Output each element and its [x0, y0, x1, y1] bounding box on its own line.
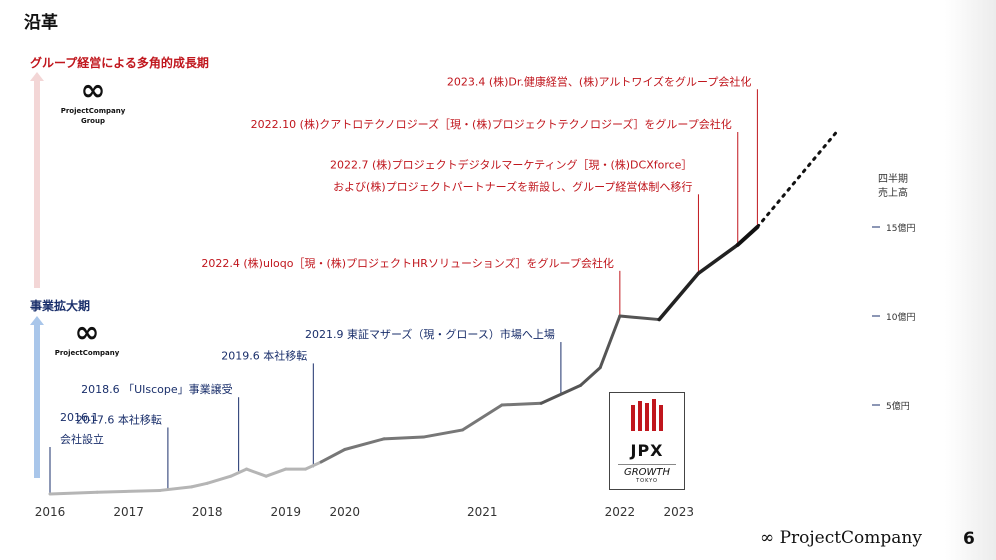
- infinity-logo-icon: ∞: [74, 315, 100, 350]
- series-line-segment: [500, 401, 543, 407]
- jpx-text: JPX: [630, 441, 664, 460]
- series-line-segment: [343, 437, 386, 451]
- page-title: 沿革: [24, 13, 58, 33]
- logo-group: ∞ ProjectCompany Group: [48, 76, 138, 126]
- page-number: 6: [963, 529, 975, 549]
- series-line-segment: [657, 271, 701, 322]
- series-line-segment: [598, 314, 622, 370]
- series-line-segment: [735, 225, 760, 247]
- x-tick-label: 2019: [271, 505, 302, 519]
- event-label: 2017.6 本社移転: [76, 412, 162, 426]
- series-line-segment: [421, 428, 465, 439]
- x-tick-label: 2023: [664, 505, 695, 519]
- event-label: 2018.6 「UIscope」事業譲受: [81, 382, 233, 396]
- jpx-growth-text: GROWTH: [618, 464, 676, 478]
- y-axis-label: 四半期: [878, 172, 908, 185]
- infinity-logo-icon: ∞: [80, 73, 106, 108]
- stage-label-growth: グループ経営による多角的成長期: [30, 56, 209, 70]
- projection-line: [755, 131, 838, 229]
- event-label: 2016.1: [60, 411, 99, 424]
- series-line-segment: [539, 383, 583, 405]
- series-line-segment: [229, 467, 248, 478]
- jpx-growth-logo: JPX GROWTH TOKYO: [609, 392, 685, 490]
- expand-arrow: [30, 316, 44, 478]
- y-tick-label: 5億円: [886, 400, 910, 412]
- series-line-segment: [48, 490, 99, 496]
- series-line-segment: [245, 467, 268, 478]
- series-line-segment: [579, 366, 602, 387]
- side-strip: [945, 0, 996, 560]
- x-tick-label: 2022: [605, 505, 636, 519]
- series-line-segment: [264, 467, 288, 478]
- series-line-segment: [319, 448, 347, 464]
- stage-label-expand: 事業拡大期: [30, 299, 91, 313]
- event-label: 2023.4 (株)Dr.健康経営、(株)アルトワイズをグループ会社化: [447, 74, 752, 88]
- growth-arrow: [30, 72, 44, 288]
- event-label: および(株)プロジェクトパートナーズを新設し、グループ経営体制へ移行: [333, 179, 692, 193]
- jpx-mark-icon: [631, 399, 663, 431]
- logo-company: ∞ ProjectCompany: [42, 318, 132, 358]
- event-label: 2021.9 東証マザーズ（現・グロース）市場へ上場: [305, 327, 555, 341]
- series-line-segment: [158, 485, 193, 492]
- x-tick-label: 2021: [467, 505, 498, 519]
- series-line-segment: [303, 460, 323, 471]
- event-label: 2022.10 (株)クアトロテクノロジーズ［現・(株)プロジェクトテクノロジー…: [251, 117, 732, 131]
- jpx-tokyo-text: TOKYO: [636, 478, 658, 484]
- series-line-segment: [696, 243, 740, 276]
- event-label: 2022.7 (株)プロジェクトデジタルマーケティング［現・(株)DCXforc…: [330, 157, 692, 171]
- series-line-segment: [461, 403, 504, 432]
- series-line-segment: [189, 481, 209, 489]
- series-line-segment: [95, 488, 162, 494]
- event-label: 2019.6 本社移転: [221, 348, 307, 362]
- x-tick-label: 2018: [192, 505, 223, 519]
- event-label: 会社設立: [60, 432, 104, 446]
- footer-brand-logo: ∞ ProjectCompany: [760, 528, 922, 548]
- x-tick-label: 2020: [329, 505, 360, 519]
- event-label: 2022.4 (株)uloqo［現・(株)プロジェクトHRソリューションズ］をグ…: [201, 256, 613, 270]
- y-tick-label: 10億円: [886, 311, 915, 323]
- series-line-segment: [618, 314, 661, 322]
- series-line-segment: [382, 435, 425, 441]
- y-tick-label: 15億円: [886, 222, 915, 234]
- series-line-segment: [205, 474, 233, 485]
- x-tick-label: 2016: [35, 505, 66, 519]
- x-tick-label: 2017: [113, 505, 144, 519]
- y-axis-label: 売上高: [878, 186, 908, 199]
